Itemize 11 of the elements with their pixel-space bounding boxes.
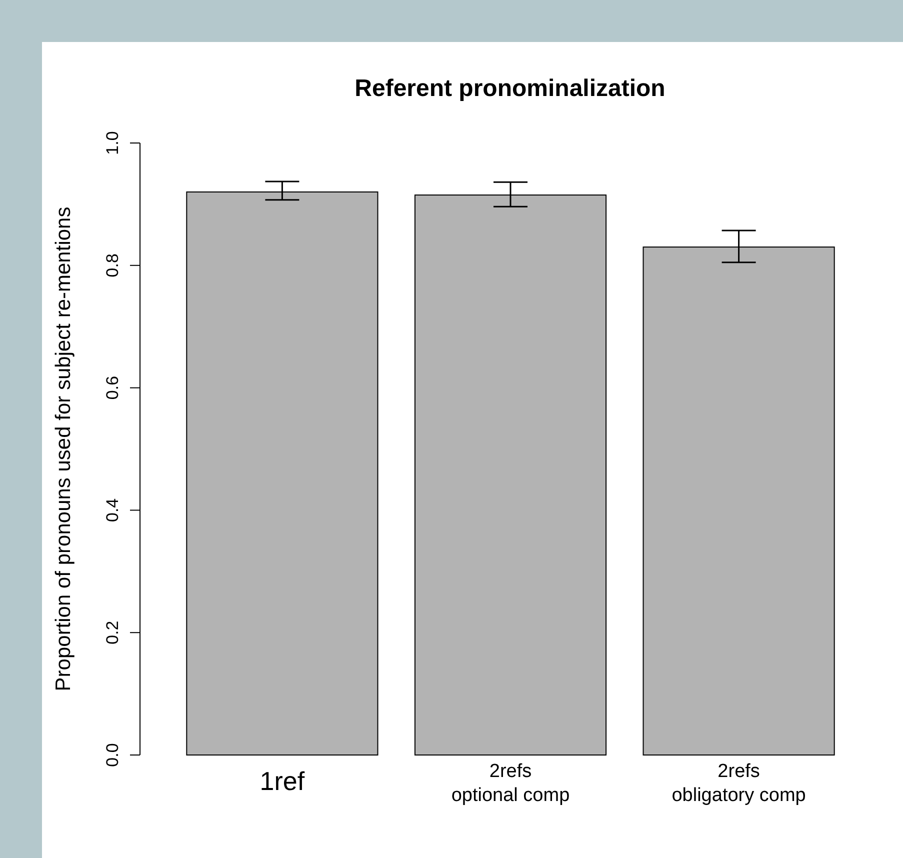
y-tick-label: 0.0 bbox=[103, 743, 122, 767]
x-tick-label: 2refs obligatory comp bbox=[672, 761, 806, 806]
y-axis-title: Proportion of pronouns used for subject re-mentions bbox=[52, 206, 75, 692]
y-tick-label: 0.4 bbox=[103, 498, 122, 522]
y-tick-label: 1.0 bbox=[103, 131, 122, 155]
chart-title: Referent pronominalization bbox=[354, 75, 666, 102]
x-tick-label: 1ref bbox=[260, 766, 306, 796]
y-tick-label: 0.6 bbox=[103, 376, 122, 400]
y-tick-label: 0.2 bbox=[103, 620, 122, 644]
x-tick-label: 2refs optional comp bbox=[451, 761, 570, 806]
y-tick-label: 0.8 bbox=[103, 254, 122, 278]
